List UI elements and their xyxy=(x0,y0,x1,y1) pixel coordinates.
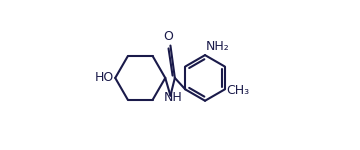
Text: O: O xyxy=(163,30,173,43)
Text: NH: NH xyxy=(164,91,183,104)
Text: CH₃: CH₃ xyxy=(226,84,249,97)
Text: NH₂: NH₂ xyxy=(206,40,230,53)
Text: HO: HO xyxy=(95,71,114,84)
